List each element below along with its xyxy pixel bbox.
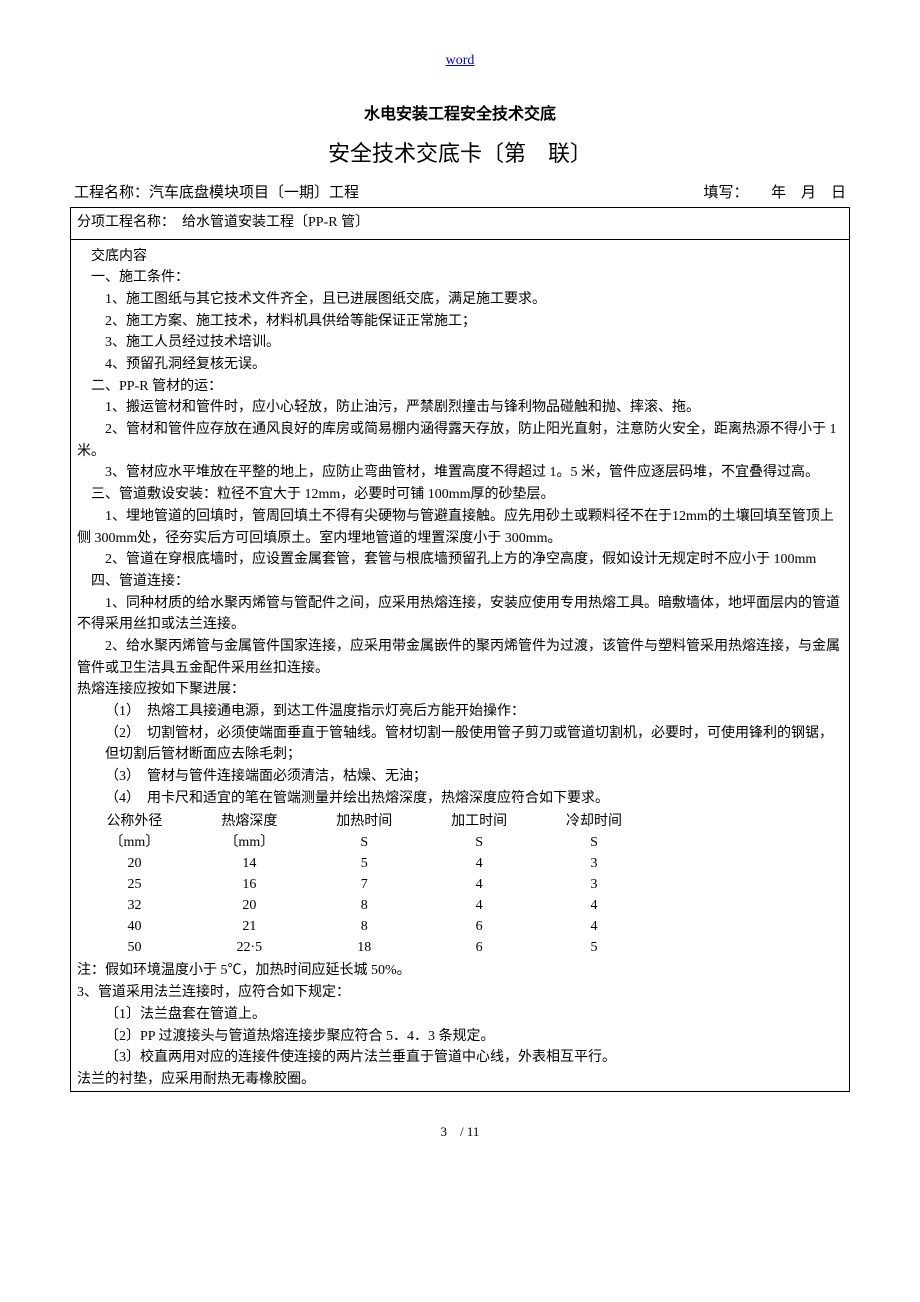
cell: 3 xyxy=(537,874,652,895)
cell: 21 xyxy=(192,916,307,937)
fill-date: 填写： 年 月 日 xyxy=(703,181,846,205)
heat-row: 50 22·5 18 6 5 xyxy=(77,937,652,958)
h-c4a: 加工时间 xyxy=(422,811,537,832)
content-table: 分项工程名称： 给水管道安装工程〔PP-R 管〕 交底内容 一、施工条件： 1、… xyxy=(70,207,850,1091)
h-c2a: 热熔深度 xyxy=(192,811,307,832)
cell: 18 xyxy=(307,937,422,958)
heat-row: 32 20 8 4 4 xyxy=(77,895,652,916)
cell: 20 xyxy=(77,853,192,874)
h-c3b: S xyxy=(307,832,422,853)
sec1-title: 一、施工条件： xyxy=(77,267,843,289)
sec2-i2: 2、管材和管件应存放在通风良好的库房或简易棚内涵得露天存放，防止阳光直射，注意防… xyxy=(77,419,843,462)
doc-title-1: 水电安装工程安全技术交底 xyxy=(70,102,850,128)
doc-title-2: 安全技术交底卡〔第 联〕 xyxy=(70,136,850,171)
page-footer: 3 / 11 xyxy=(70,1122,850,1143)
content-body: 交底内容 一、施工条件： 1、施工图纸与其它技术文件齐全，且已进展图纸交底，满足… xyxy=(71,240,849,1091)
heat-table: 公称外径 热熔深度 加热时间 加工时间 冷却时间 〔mm〕 〔mm〕 S S S… xyxy=(77,811,652,958)
sec2-i1: 1、搬运管材和管件时，应小心轻放，防止油污，严禁剧烈撞击与锋利物品碰触和抛、摔滚… xyxy=(77,397,843,419)
cell: 22·5 xyxy=(192,937,307,958)
project-name: 工程名称：汽车底盘模块项目〔一期〕工程 xyxy=(74,181,359,205)
sec5-title: 3、管道采用法兰连接时，应符合如下规定： xyxy=(77,982,843,1004)
sec4-i2: 2、给水聚丙烯管与金属管件国家连接，应采用带金属嵌件的聚丙烯管件为过渡，该管件与… xyxy=(77,636,843,679)
sec1-i2: 2、施工方案、施工技术，材料机具供给等能保证正常施工； xyxy=(77,311,843,333)
cell: 8 xyxy=(307,916,422,937)
sec5-i4: 法兰的衬垫，应采用耐热无毒橡胶圈。 xyxy=(77,1069,843,1091)
heat-header-row2: 〔mm〕 〔mm〕 S S S xyxy=(77,832,652,853)
cell: 25 xyxy=(77,874,192,895)
sec5-i3: 〔3〕校直两用对应的连接件使连接的两片法兰垂直于管道中心线，外表相互平行。 xyxy=(77,1047,843,1069)
h-c2b: 〔mm〕 xyxy=(192,832,307,853)
h-c1b: 〔mm〕 xyxy=(77,832,192,853)
sec4-intro: 热熔连接应按如下聚进展： xyxy=(77,679,843,701)
h-c3a: 加热时间 xyxy=(307,811,422,832)
sec3-i1: 1、埋地管道的回填时，管周回填土不得有尖硬物与管避直接触。应先用砂土或颗料径不在… xyxy=(77,506,843,549)
cell: 4 xyxy=(422,895,537,916)
cell: 6 xyxy=(422,937,537,958)
cell: 20 xyxy=(192,895,307,916)
cell: 7 xyxy=(307,874,422,895)
cell: 3 xyxy=(537,853,652,874)
h-c5a: 冷却时间 xyxy=(537,811,652,832)
sub-project-name: 分项工程名称： 给水管道安装工程〔PP-R 管〕 xyxy=(71,208,849,239)
cell: 32 xyxy=(77,895,192,916)
sec4-s3: （3） 管材与管件连接端面必须清洁，枯燥、无油； xyxy=(77,766,843,788)
heat-note: 注：假如环境温度小于 5℃，加热时间应延长城 50%。 xyxy=(77,960,843,982)
meta-row: 工程名称：汽车底盘模块项目〔一期〕工程 填写： 年 月 日 xyxy=(70,181,850,207)
sec1-i1: 1、施工图纸与其它技术文件齐全，且已进展图纸交底，满足施工要求。 xyxy=(77,289,843,311)
cell: 4 xyxy=(422,853,537,874)
sec4-s1: （1） 热熔工具接通电源，到达工件温度指示灯亮后方能开始操作： xyxy=(77,701,843,723)
sec4-s2: （2） 切割管材，必须使端面垂直于管轴线。管材切割一般使用管子剪刀或管道切割机，… xyxy=(77,723,843,766)
cell: 14 xyxy=(192,853,307,874)
sec3-title: 三、管道敷设安装：粒径不宜大于 12mm，必要时可铺 100mm厚的砂垫层。 xyxy=(77,484,843,506)
cell: 4 xyxy=(422,874,537,895)
sec4-title: 四、管道连接： xyxy=(77,571,843,593)
sec3-i2: 2、管道在穿根底墙时，应设置金属套管，套管与根底墙预留孔上方的净空高度，假如设计… xyxy=(77,549,843,571)
cell: 8 xyxy=(307,895,422,916)
sec2-i3: 3、管材应水平堆放在平整的地上，应防止弯曲管材，堆置高度不得超过 1。5 米，管… xyxy=(77,462,843,484)
content-heading: 交底内容 xyxy=(77,246,843,268)
sec5-i2: 〔2〕PP 过渡接头与管道热熔连接步聚应符合 5．4．3 条规定。 xyxy=(77,1026,843,1048)
heat-header-row1: 公称外径 热熔深度 加热时间 加工时间 冷却时间 xyxy=(77,811,652,832)
sec1-i3: 3、施工人员经过技术培训。 xyxy=(77,332,843,354)
heat-row: 40 21 8 6 4 xyxy=(77,916,652,937)
sec1-i4: 4、预留孔洞经复核无误。 xyxy=(77,354,843,376)
heat-row: 25 16 7 4 3 xyxy=(77,874,652,895)
cell: 6 xyxy=(422,916,537,937)
h-c4b: S xyxy=(422,832,537,853)
cell: 16 xyxy=(192,874,307,895)
sec5-i1: 〔1〕法兰盘套在管道上。 xyxy=(77,1004,843,1026)
heat-row: 20 14 5 4 3 xyxy=(77,853,652,874)
h-c1a: 公称外径 xyxy=(77,811,192,832)
sec4-i1: 1、同种材质的给水聚丙烯管与管配件之间，应采用热熔连接，安装应使用专用热熔工具。… xyxy=(77,593,843,636)
sec4-s4: （4） 用卡尺和适宜的笔在管端测量并绘出热熔深度，热熔深度应符合如下要求。 xyxy=(77,788,843,810)
header-word: word xyxy=(70,50,850,72)
h-c5b: S xyxy=(537,832,652,853)
cell: 5 xyxy=(307,853,422,874)
cell: 4 xyxy=(537,895,652,916)
sec2-title: 二、PP-R 管材的运： xyxy=(77,376,843,398)
cell: 5 xyxy=(537,937,652,958)
cell: 40 xyxy=(77,916,192,937)
cell: 50 xyxy=(77,937,192,958)
cell: 4 xyxy=(537,916,652,937)
